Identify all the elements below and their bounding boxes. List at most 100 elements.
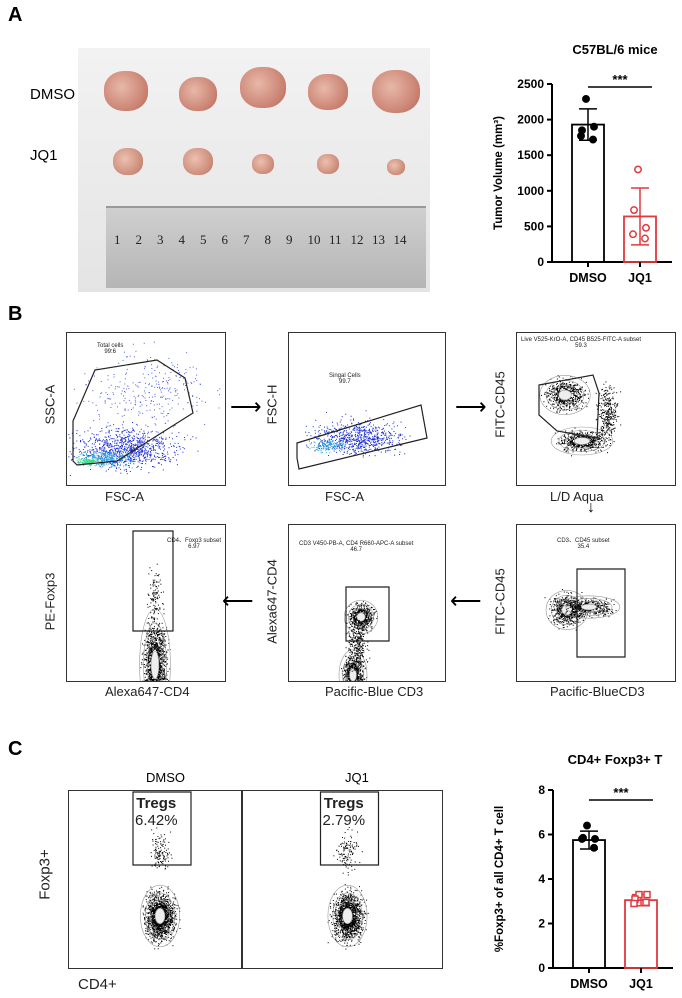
event-dot: [326, 440, 328, 442]
event-dot: [378, 426, 380, 428]
event-dot: [558, 390, 560, 392]
event-dot: [391, 442, 393, 444]
event-dot: [602, 604, 604, 606]
event-dot: [117, 413, 119, 415]
event-dot: [593, 439, 595, 441]
event-dot: [316, 447, 318, 449]
event-dot: [572, 384, 574, 386]
event-dot: [353, 419, 355, 421]
event-dot: [564, 400, 566, 402]
event-dot: [612, 428, 614, 430]
event-dot: [583, 447, 585, 449]
event-dot: [106, 439, 108, 441]
event-dot: [601, 426, 603, 428]
event-dot: [340, 419, 342, 421]
event-dot: [328, 446, 330, 448]
event-dot: [572, 403, 574, 405]
event-dot: [602, 409, 604, 411]
event-dot: [365, 435, 367, 437]
event-dot: [99, 396, 101, 398]
event-dot: [564, 618, 566, 620]
event-dot: [568, 384, 570, 386]
event-dot: [157, 445, 159, 447]
event-dot: [557, 404, 559, 406]
contour: [573, 437, 590, 445]
event-dot: [159, 408, 161, 410]
event-dot: [598, 446, 600, 448]
event-dot: [178, 379, 180, 381]
event-dot: [185, 372, 187, 374]
event-dot: [607, 390, 609, 392]
event-dot: [165, 380, 167, 382]
event-dot: [100, 381, 102, 383]
event-dot: [306, 446, 308, 448]
event-dot: [360, 442, 362, 444]
event-dot: [337, 445, 339, 447]
event-dot: [368, 429, 370, 431]
event-dot: [97, 439, 99, 441]
event-dot: [318, 443, 320, 445]
event-dot: [587, 602, 589, 604]
event-dot: [107, 452, 109, 454]
event-dot: [132, 390, 134, 392]
event-dot: [168, 357, 170, 359]
event-dot: [574, 391, 576, 393]
event-dot: [571, 592, 573, 594]
event-dot: [601, 417, 603, 419]
event-dot: [556, 609, 558, 611]
event-dot: [170, 459, 172, 461]
event-dot: [127, 458, 129, 460]
event-dot: [571, 397, 573, 399]
event-dot: [570, 592, 572, 594]
event-dot: [160, 396, 162, 398]
event-dot: [330, 441, 332, 443]
event-dot: [573, 435, 575, 437]
event-dot: [176, 389, 178, 391]
event-dot: [610, 406, 612, 408]
event-dot: [324, 443, 326, 445]
data-point: [641, 234, 649, 243]
event-dot: [566, 406, 568, 408]
event-dot: [568, 407, 570, 409]
event-dot: [616, 420, 618, 422]
event-dot: [137, 445, 139, 447]
event-dot: [568, 602, 570, 604]
event-dot: [321, 442, 323, 444]
event-dot: [338, 444, 340, 446]
event-dot: [342, 441, 344, 443]
event-dot: [572, 599, 574, 601]
event-dot: [612, 424, 614, 426]
event-dot: [356, 427, 358, 429]
event-dot: [560, 400, 562, 402]
event-dot: [601, 432, 603, 434]
event-dot: [173, 446, 175, 448]
event-dot: [126, 444, 128, 446]
event-dot: [557, 375, 559, 377]
event-dot: [96, 460, 98, 462]
event-dot: [572, 443, 574, 445]
data-point: [629, 230, 637, 239]
event-dot: [570, 605, 572, 607]
event-dot: [135, 401, 137, 403]
event-dot: [614, 405, 616, 407]
event-dot: [187, 402, 189, 404]
event-dot: [163, 416, 165, 418]
event-dot: [394, 449, 396, 451]
event-dot: [567, 616, 569, 618]
event-dot: [357, 447, 359, 449]
event-dot: [98, 455, 100, 457]
event-dot: [118, 451, 120, 453]
event-dot: [131, 431, 133, 433]
event-dot: [570, 401, 572, 403]
event-dot: [113, 462, 115, 464]
event-dot: [107, 445, 109, 447]
event-dot: [351, 423, 353, 425]
event-dot: [357, 422, 359, 424]
event-dot: [346, 433, 348, 435]
event-dot: [105, 442, 107, 444]
event-dot: [99, 431, 101, 433]
event-dot: [318, 444, 320, 446]
event-dot: [342, 442, 344, 444]
event-dot: [357, 444, 359, 446]
event-dot: [603, 418, 605, 420]
